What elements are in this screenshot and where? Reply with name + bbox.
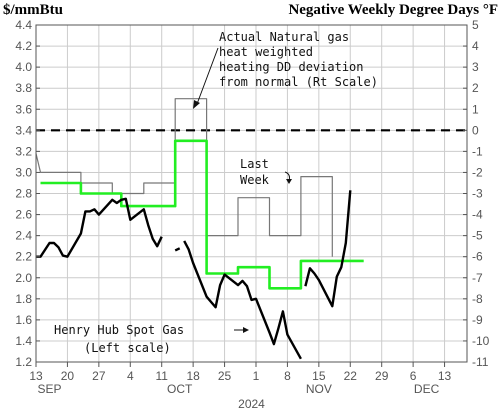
right-axis-tick-label: -4 (472, 208, 483, 222)
left-axis-ticks: 4.4 4.2 4.0 3.8 3.6 3.4 3.2 3.0 2.8 2.6 2.4 2.2 2.0 1… (15, 18, 40, 369)
dd-annotation-line-3: heating DD deviation (219, 60, 364, 74)
henry-hub-line-1: Henry Hub Spot Gas (54, 323, 184, 337)
left-axis-tick-label: 2.8 (15, 187, 32, 201)
left-axis-tick-label: 3.2 (15, 144, 32, 158)
last-week-arrowhead (286, 179, 292, 184)
left-axis-tick-label: 1.2 (15, 355, 32, 369)
left-axis-tick-label: 1.8 (15, 292, 32, 306)
left-axis-tick-label: 2.4 (15, 229, 32, 243)
last-week-annotation: Last Week (240, 157, 292, 187)
right-axis-ticks: 5 4 3 2 1 0 -1 -2 -3 -4 -5 -6 -7 -8 -9 -10 -11 (463, 18, 490, 369)
right-axis-tick-label: 3 (472, 60, 479, 74)
x-axis-month-label: DEC (414, 382, 440, 396)
dd-average-line-segment (40, 139, 364, 290)
x-axis-tick-label: 4 (127, 369, 134, 383)
x-axis-tick-label: 11 (155, 369, 168, 383)
left-axis-tick-label: 3.8 (15, 81, 32, 95)
left-axis-unit: $/mmBtu (3, 2, 63, 18)
henry-hub-arrowhead (243, 327, 249, 333)
left-axis-tick-label: 1.6 (15, 313, 32, 327)
x-axis-tick-label: 22 (344, 369, 358, 383)
right-axis-tick-label: -2 (472, 165, 483, 179)
last-week-line-1: Last (240, 157, 269, 171)
x-axis-tick-label: 6 (410, 369, 417, 383)
left-axis-tick-label: 4.4 (15, 18, 32, 32)
right-axis-tick-label: 4 (472, 39, 479, 53)
henry-hub-line-segment (304, 190, 352, 308)
dd-annotation: Actual Natural gas heat weighted heating… (193, 30, 378, 109)
x-axis-month-label: SEP (37, 382, 61, 396)
x-axis-tick-label: 29 (375, 369, 389, 383)
right-axis-tick-label: 2 (472, 81, 479, 95)
right-axis-tick-label: -9 (472, 313, 483, 327)
henry-hub-line-2: (Left scale) (84, 341, 171, 355)
left-axis-tick-label: 3.4 (15, 123, 32, 137)
right-axis-tick-label: 0 (472, 123, 479, 137)
right-axis-tick-label: -5 (472, 229, 483, 243)
x-axis-tick-label: 18 (186, 369, 200, 383)
right-axis-tick-label: 1 (472, 102, 479, 116)
x-axis-tick-label: 20 (61, 369, 75, 383)
henry-hub-line-segment (174, 247, 181, 252)
left-axis-tick-label: 1.4 (15, 334, 32, 348)
x-axis-tick-label: 25 (218, 369, 232, 383)
x-axis-month-label: NOV (306, 382, 332, 396)
right-axis-tick-label: -1 (472, 144, 483, 158)
right-axis-tick-label: -6 (472, 250, 483, 264)
right-axis-tick-label: -8 (472, 292, 483, 306)
x-axis-tick-label: 13 (438, 369, 452, 383)
left-axis-tick-label: 2.0 (15, 271, 32, 285)
left-axis-tick-label: 4.2 (15, 39, 32, 53)
right-axis-tick-label: -3 (472, 187, 483, 201)
henry-hub-annotation: Henry Hub Spot Gas (Left scale) (54, 323, 249, 355)
x-axis-tick-label: 8 (284, 369, 291, 383)
right-axis-tick-label: -11 (472, 355, 489, 369)
left-axis-tick-label: 2.6 (15, 208, 32, 222)
left-axis-tick-label: 4.0 (15, 60, 32, 74)
dd-actual-line-segment (35, 98, 333, 257)
dd-annotation-line-4: from normal (Rt Scale) (219, 75, 378, 89)
dd-annotation-arrow (196, 47, 219, 105)
series-layer (35, 98, 364, 360)
henry-hub-line-segment (183, 240, 302, 360)
right-axis-tick-label: -7 (472, 271, 483, 285)
dd-annotation-arrowhead (193, 100, 200, 109)
right-axis-tick-label: -10 (472, 334, 490, 348)
x-axis-tick-label: 27 (92, 369, 106, 383)
left-axis-tick-label: 2.2 (15, 250, 32, 264)
left-axis-tick-label: 3.0 (15, 165, 32, 179)
henry-hub-line-segment (36, 197, 163, 258)
dd-annotation-line-2: heat weighted (219, 45, 313, 59)
last-week-line-2: Week (240, 173, 270, 187)
right-axis-tick-label: 5 (472, 18, 479, 32)
x-axis-tick-label: 13 (29, 369, 43, 383)
left-axis-tick-label: 3.6 (15, 102, 32, 116)
x-axis-tick-label: 1 (253, 369, 260, 383)
x-axis-tick-label: 15 (312, 369, 326, 383)
x-axis-month-label: OCT (167, 382, 193, 396)
right-axis-unit: Negative Weekly Degree Days °F (288, 2, 498, 18)
x-axis-year-label: 2024 (238, 397, 265, 411)
dd-annotation-line-1: Actual Natural gas (219, 30, 349, 44)
